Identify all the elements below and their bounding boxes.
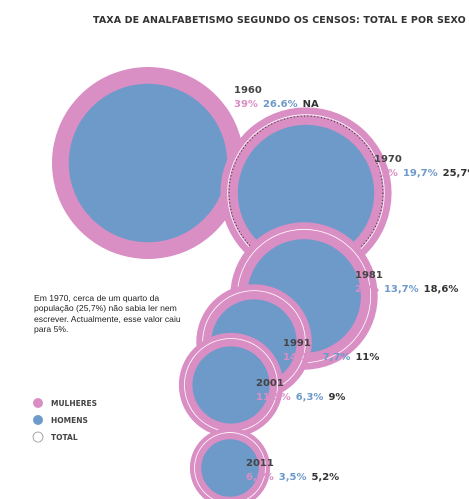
total-value-2011: 5,2%: [311, 472, 339, 483]
women-value-1970: 31%: [374, 168, 398, 179]
men-value-1960: 26.6%: [263, 99, 298, 110]
legend-item-total: TOTAL: [32, 431, 78, 443]
year-label-1970: 1970: [374, 154, 402, 165]
legend-item-homens: HOMENS: [33, 415, 88, 425]
legend-swatch-total: [32, 431, 44, 443]
women-value-2001: 11,5%: [256, 392, 291, 403]
men-value-2011: 3,5%: [279, 472, 307, 483]
men-value-1970: 19,7%: [403, 168, 438, 179]
year-label-1981: 1981: [355, 270, 383, 281]
men-circle-2011: [201, 439, 259, 497]
year-label-2001: 2001: [256, 378, 284, 389]
year-label-1991: 1991: [283, 338, 311, 349]
bubble-2001: [178, 332, 284, 438]
values-2011: 6,8% 3,5% 5,2%: [246, 472, 339, 483]
legend-swatch-homens: [33, 415, 43, 425]
legend-item-mulheres: MULHERES: [33, 398, 97, 408]
men-circle-2001: [192, 346, 270, 424]
women-value-1991: 14,1%: [283, 352, 318, 363]
legend-label-total: TOTAL: [51, 433, 78, 442]
men-circle-1970: [237, 124, 375, 262]
men-value-2001: 6,3%: [296, 392, 324, 403]
total-value-1960: NA: [303, 99, 319, 110]
values-1970: 31% 19,7% 25,7%: [374, 168, 469, 179]
bubble-1970: [220, 107, 392, 279]
year-label-1960: 1960: [234, 85, 262, 96]
bubbles-group: [52, 67, 392, 499]
year-label-2011: 2011: [246, 458, 274, 469]
women-value-2011: 6,8%: [246, 472, 274, 483]
chart-title: TAXA DE ANALFABETISMO SEGUNDO OS CENSOS:…: [93, 15, 466, 26]
chart-note: Em 1970, cerca de um quarto da população…: [34, 293, 181, 335]
legend-label-mulheres: MULHERES: [51, 399, 97, 408]
legend-swatch-mulheres: [33, 398, 43, 408]
legend-label-homens: HOMENS: [51, 416, 88, 425]
legend: MULHERES HOMENS TOTAL: [32, 398, 97, 443]
total-value-1970: 25,7%: [443, 168, 469, 179]
total-value-2001: 9%: [328, 392, 345, 403]
values-2001: 11,5% 6,3% 9%: [256, 392, 345, 403]
values-1991: 14,1% 7,7% 11%: [283, 352, 379, 363]
women-value-1981: 23%: [355, 284, 379, 295]
men-circle-1960: [68, 83, 228, 243]
labels-group: 1960 39% 26.6% NA 1970 31% 19,7% 25,7% 1981 23% 13…: [234, 85, 469, 483]
men-value-1981: 13,7%: [384, 284, 419, 295]
bubble-2011: [189, 427, 271, 499]
women-value-1960: 39%: [234, 99, 258, 110]
bubble-1960: [52, 67, 244, 259]
total-value-1991: 11%: [355, 352, 379, 363]
total-value-1981: 18,6%: [424, 284, 459, 295]
values-1981: 23% 13,7% 18,6%: [355, 284, 458, 295]
men-value-1991: 7,7%: [323, 352, 351, 363]
total-dotted-1970: [228, 115, 384, 271]
values-1960: 39% 26.6% NA: [234, 99, 319, 110]
